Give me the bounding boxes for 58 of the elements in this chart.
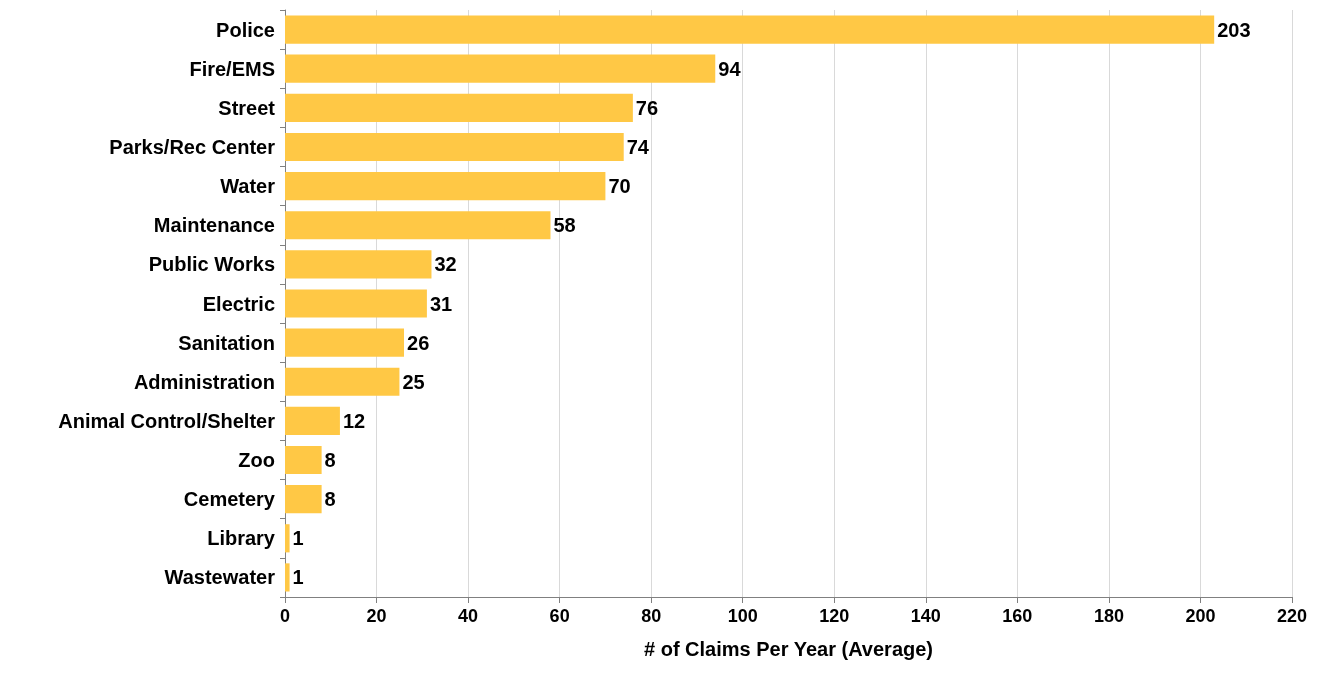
y-tick-label: Police: [216, 18, 275, 41]
bar: [285, 132, 624, 162]
data-label: 32: [434, 253, 457, 276]
data-label: 8: [324, 488, 336, 511]
y-tick-label: Administration: [133, 370, 275, 393]
bar: [285, 524, 290, 553]
y-tick-label: Public Works: [148, 253, 275, 276]
x-tick-label: 60: [549, 606, 570, 626]
x-tick-label: 0: [279, 606, 291, 626]
y-tick-label: Wastewater: [164, 566, 276, 589]
data-label: 70: [608, 175, 631, 198]
data-label: 94: [718, 57, 742, 80]
bar: [285, 445, 322, 475]
bar: [285, 54, 716, 83]
data-label: 25: [402, 370, 425, 393]
bar: [285, 250, 432, 279]
data-label: 31: [429, 292, 453, 315]
data-label: 8: [324, 449, 336, 472]
bar: [285, 485, 322, 514]
y-tick-label: Street: [218, 96, 276, 119]
y-tick-label: Cemetery: [183, 488, 276, 511]
x-axis-title: # of Claims Per Year (Average): [643, 638, 934, 660]
bar: [285, 93, 633, 122]
bar: [285, 406, 340, 435]
y-tick-label: Animal Control/Shelter: [58, 409, 276, 432]
data-label: 58: [553, 214, 576, 237]
bar: [285, 172, 606, 201]
y-tick-label: Sanitation: [178, 331, 275, 354]
data-label: 74: [626, 135, 650, 158]
x-tick-label: 80: [641, 606, 662, 626]
data-label: 1: [292, 527, 304, 550]
y-tick-label: Library: [207, 527, 276, 550]
y-tick-label: Maintenance: [153, 214, 275, 237]
data-label: 26: [407, 331, 430, 354]
y-tick-label: Electric: [202, 292, 275, 315]
bar: [285, 15, 1215, 44]
y-tick-label: Zoo: [238, 449, 275, 472]
x-tick-label: 100: [727, 606, 758, 626]
x-tick-label: 180: [1093, 606, 1124, 626]
x-tick-label: 20: [366, 606, 387, 626]
x-tick-label: 200: [1185, 606, 1216, 626]
data-label: 203: [1217, 18, 1251, 41]
y-tick-label: Fire/EMS: [189, 57, 275, 80]
y-tick-label: Parks/Rec Center: [109, 135, 276, 158]
bar: [285, 211, 551, 240]
x-tick-label: 140: [910, 606, 941, 626]
bar: [285, 563, 290, 592]
x-tick-label: 40: [458, 606, 479, 626]
data-label: 76: [635, 96, 659, 119]
data-label: 12: [342, 409, 366, 432]
bar: [285, 289, 427, 318]
x-tick-label: 220: [1276, 606, 1308, 626]
data-label: 1: [292, 566, 304, 589]
bar: [285, 328, 405, 357]
y-tick-label: Water: [220, 175, 276, 198]
x-tick-label: 160: [1002, 606, 1033, 626]
x-tick-label: 120: [819, 606, 850, 626]
bar: [285, 367, 400, 396]
